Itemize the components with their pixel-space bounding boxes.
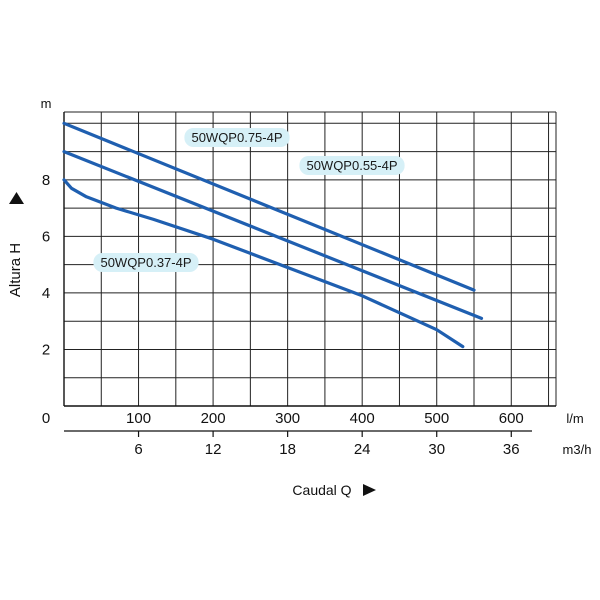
- x-axis-arrow-icon: [363, 484, 376, 496]
- x-primary-tick-label: 300: [275, 410, 300, 427]
- y-axis-label: Altura H: [7, 243, 24, 297]
- series-label: 50WQP0.37-4P: [100, 255, 191, 270]
- y-axis-arrow-icon: [9, 192, 24, 204]
- x-axis-label: Caudal Q: [292, 482, 351, 498]
- series-line-2: [62, 178, 465, 349]
- series-lines: [62, 121, 484, 349]
- x-unit-secondary-label: m3/h: [563, 442, 592, 457]
- x-primary-tick-label: 600: [499, 410, 524, 427]
- x-secondary-tick-label: 18: [279, 441, 296, 458]
- series-line-0: [62, 121, 476, 292]
- series-label-bg: [299, 156, 405, 175]
- x-secondary-tick-label: 12: [205, 441, 222, 458]
- x-secondary-tick-label: 6: [134, 441, 142, 458]
- x-secondary-tick-label: 36: [503, 441, 520, 458]
- y-tick-label: 4: [42, 285, 50, 302]
- series-label-bg: [184, 128, 290, 147]
- y-axis-label-group: Altura H: [7, 192, 24, 297]
- y-tick-label: 2: [42, 341, 50, 358]
- series-label-bg: [93, 253, 199, 272]
- y-unit-label: m: [41, 96, 52, 111]
- series-line-1: [62, 150, 484, 320]
- x-unit-primary-label: l/m: [566, 411, 583, 426]
- axis-labels: Altura H Caudal Q: [7, 192, 376, 498]
- x-primary-tick-label: 100: [126, 410, 151, 427]
- grid: [64, 111, 557, 406]
- y-tick-label: 6: [42, 228, 50, 245]
- series-annotations: 50WQP0.75-4P 50WQP0.55-4P 50WQP0.37-4P: [93, 128, 405, 272]
- series-label: 50WQP0.75-4P: [191, 130, 282, 145]
- x-primary-tick-label: 500: [424, 410, 449, 427]
- series-label: 50WQP0.55-4P: [306, 158, 397, 173]
- x-secondary-tick-label: 24: [354, 441, 371, 458]
- x-primary-tick-label: 400: [350, 410, 375, 427]
- x-secondary-tick-label: 30: [428, 441, 445, 458]
- y-tick-label-zero: 0: [42, 410, 50, 427]
- y-tick-label: 8: [42, 172, 50, 189]
- x-primary-tick-label: 200: [201, 410, 226, 427]
